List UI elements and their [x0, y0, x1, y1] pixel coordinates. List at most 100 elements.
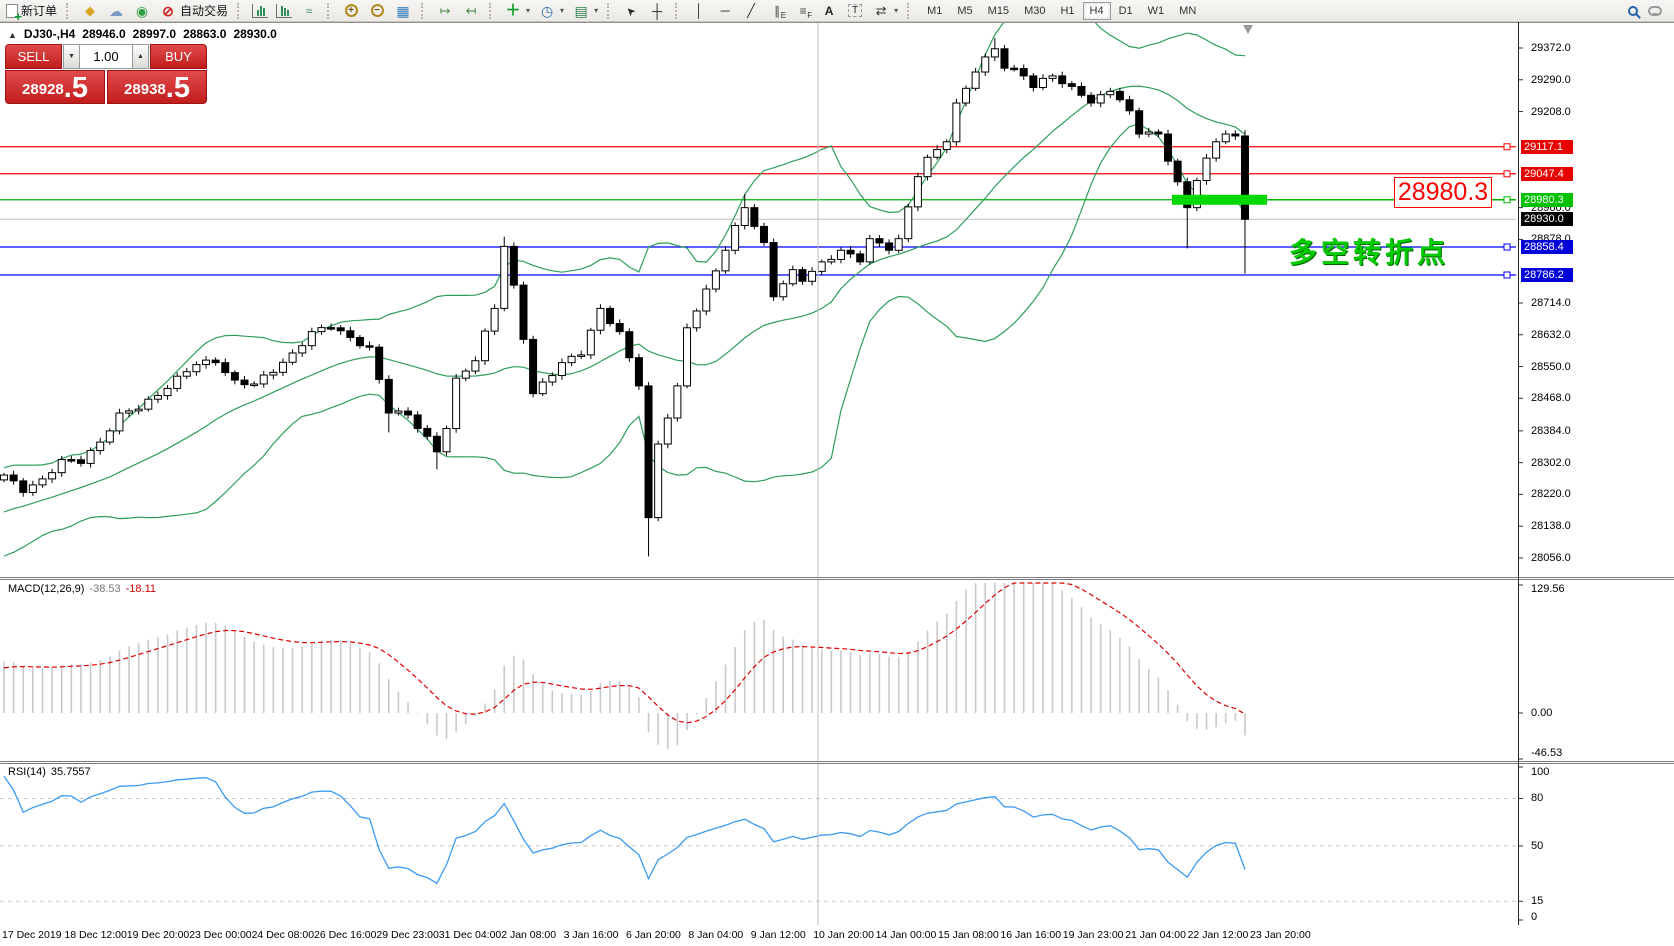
- rsi-name: RSI(14): [8, 766, 46, 778]
- arrows-button[interactable]: ⇄: [868, 1, 902, 21]
- macd-label: MACD(12,26,9) -38.53 -18.11: [8, 583, 156, 595]
- axis-tick-label: 15: [1531, 895, 1544, 908]
- navigator-button[interactable]: ◉: [129, 1, 155, 21]
- sell-price-button[interactable]: 28928 .5: [5, 70, 105, 104]
- navigator-icon: ◉: [135, 2, 149, 19]
- buy-button[interactable]: BUY: [150, 44, 207, 69]
- fibonacci-icon: ≡ F: [799, 3, 813, 20]
- time-tick-label: 10 Jan 20:00: [813, 929, 874, 941]
- bar-chart-button[interactable]: [248, 1, 272, 21]
- trendline-button[interactable]: ╱: [738, 1, 764, 21]
- volume-stepper: [63, 44, 149, 69]
- tf-button-M15[interactable]: M15: [981, 2, 1016, 20]
- macd-name: MACD(12,26,9): [8, 583, 85, 595]
- horizontal-line-button[interactable]: ─: [712, 1, 738, 21]
- axis-tick-label: 28220.0: [1531, 488, 1571, 501]
- tf-button-H1[interactable]: H1: [1053, 2, 1081, 20]
- arrows-icon: ⇄: [875, 3, 887, 18]
- autotrading-button[interactable]: ⊘ 自动交易: [155, 1, 232, 21]
- vertical-line-button[interactable]: │: [686, 1, 712, 21]
- volume-input[interactable]: [80, 44, 132, 69]
- axis-tick-label: 50: [1531, 839, 1544, 852]
- market-watch-button[interactable]: ◆: [77, 1, 103, 21]
- zoom-in-icon: +: [344, 4, 358, 17]
- axis-tick-label: 28468.0: [1531, 392, 1571, 405]
- text-icon: A: [824, 3, 834, 18]
- volume-increase-button[interactable]: [132, 44, 149, 69]
- templates-button[interactable]: ▤: [568, 1, 602, 21]
- vertical-line-icon: │: [695, 3, 704, 18]
- axis-tick-label: 29290.0: [1531, 73, 1571, 86]
- price-scale[interactable]: 29372.029290.029208.028960.028878.028714…: [1519, 22, 1674, 925]
- tf-button-W1[interactable]: W1: [1141, 2, 1172, 20]
- toolbar-separator: [66, 2, 73, 19]
- new-order-icon: [6, 3, 22, 23]
- volume-decrease-button[interactable]: [63, 44, 80, 69]
- axis-tick-label: 0: [1531, 911, 1538, 923]
- axis-tick-label: 28302.0: [1531, 456, 1571, 469]
- quote-close: 28930.0: [233, 27, 277, 41]
- tf-button-D1[interactable]: D1: [1112, 2, 1140, 20]
- axis-tick-label: 28138.0: [1531, 520, 1571, 533]
- crosshair-button[interactable]: ┼: [644, 1, 670, 21]
- price-callout[interactable]: 28980.3: [1394, 177, 1492, 208]
- templates-icon: ▤: [574, 2, 588, 19]
- tf-button-MN[interactable]: MN: [1172, 2, 1203, 20]
- collapse-panel-icon[interactable]: [8, 27, 17, 41]
- axis-tick-label: -46.53: [1531, 747, 1563, 759]
- periods-button[interactable]: ◷: [534, 1, 568, 21]
- time-tick-label: 24 Dec 08:00: [251, 929, 315, 941]
- axis-tick-label: 28384.0: [1531, 424, 1571, 437]
- toolbar-separator: [237, 2, 244, 19]
- fibonacci-button[interactable]: ≡ F: [790, 1, 816, 21]
- search-icon[interactable]: [1628, 5, 1638, 16]
- axis-tick-label: 28632.0: [1531, 328, 1571, 341]
- zoom-in-button[interactable]: +: [338, 1, 364, 21]
- tf-button-M1[interactable]: M1: [920, 2, 949, 20]
- toolbar-separator: [675, 2, 682, 19]
- rsi-label: RSI(14) 35.7557: [8, 766, 91, 778]
- new-order-button[interactable]: 新订单: [2, 1, 61, 23]
- autotrading-label: 自动交易: [180, 4, 229, 18]
- sell-button[interactable]: SELL: [5, 44, 62, 69]
- line-chart-button[interactable]: ≈: [296, 1, 322, 21]
- time-tick-label: 17 Dec 2019: [2, 929, 62, 941]
- time-tick-label: 3 Jan 16:00: [563, 929, 619, 941]
- indicators-button[interactable]: ＋: [500, 1, 534, 21]
- text-label-button[interactable]: T: [842, 1, 868, 21]
- price-badge: 28980.3: [1521, 192, 1573, 207]
- axis-tick-label: 28714.0: [1531, 296, 1571, 309]
- tf-button-H4[interactable]: H4: [1082, 1, 1111, 20]
- time-tick-label: 23 Jan 20:00: [1250, 929, 1311, 941]
- tf-button-M30[interactable]: M30: [1017, 2, 1052, 20]
- tile-windows-button[interactable]: ▦: [390, 1, 416, 21]
- toolbar: 新订单 ◆ ☁ ◉ ⊘ 自动交易 ≈ + − ▦ ↦ ↤ ＋ ◷ ▤ ➤ ┼ │: [0, 0, 1674, 23]
- tile-windows-icon: ▦: [396, 2, 410, 19]
- cursor-button[interactable]: ➤: [618, 1, 644, 21]
- zoom-out-button[interactable]: −: [364, 1, 390, 21]
- horizontal-line-icon: ─: [720, 3, 730, 18]
- equidistant-channel-button[interactable]: ∥ E: [764, 1, 790, 21]
- text-button[interactable]: A: [816, 1, 842, 21]
- data-window-button[interactable]: ☁: [103, 1, 129, 21]
- chart-shift-button[interactable]: ↤: [458, 1, 484, 21]
- symbol-info-bar: DJ30-,H4 28946.0 28997.0 28863.0 28930.0: [8, 27, 277, 41]
- buy-price-button[interactable]: 28938 .5: [107, 70, 207, 104]
- axis-tick-label: 29208.0: [1531, 105, 1571, 118]
- one-click-trading-panel: SELL BUY 28928 .5 28938 .5: [5, 44, 207, 104]
- time-tick-label: 9 Jan 12:00: [750, 929, 806, 941]
- auto-scroll-button[interactable]: ↦: [432, 1, 458, 21]
- chat-icon[interactable]: [1648, 5, 1662, 16]
- quote-open: 28946.0: [82, 27, 126, 41]
- timeframe-bar: M1 M5 M15 M30 H1 H4 D1 W1 MN: [920, 1, 1203, 20]
- tf-button-M5[interactable]: M5: [950, 2, 979, 20]
- candlestick-chart-button[interactable]: [272, 1, 296, 21]
- autotrading-icon: ⊘: [162, 2, 174, 19]
- time-tick-label: 26 Dec 16:00: [314, 929, 377, 941]
- time-tick-label: 29 Dec 23:00: [376, 929, 439, 941]
- annotation-text[interactable]: 多空转折点: [1289, 237, 1450, 268]
- time-scale[interactable]: 17 Dec 2019 18 Dec 12:00 19 Dec 20:00 23 De…: [0, 925, 1674, 946]
- time-tick-label: 14 Jan 00:00: [875, 929, 937, 941]
- quote-low: 28863.0: [183, 27, 227, 41]
